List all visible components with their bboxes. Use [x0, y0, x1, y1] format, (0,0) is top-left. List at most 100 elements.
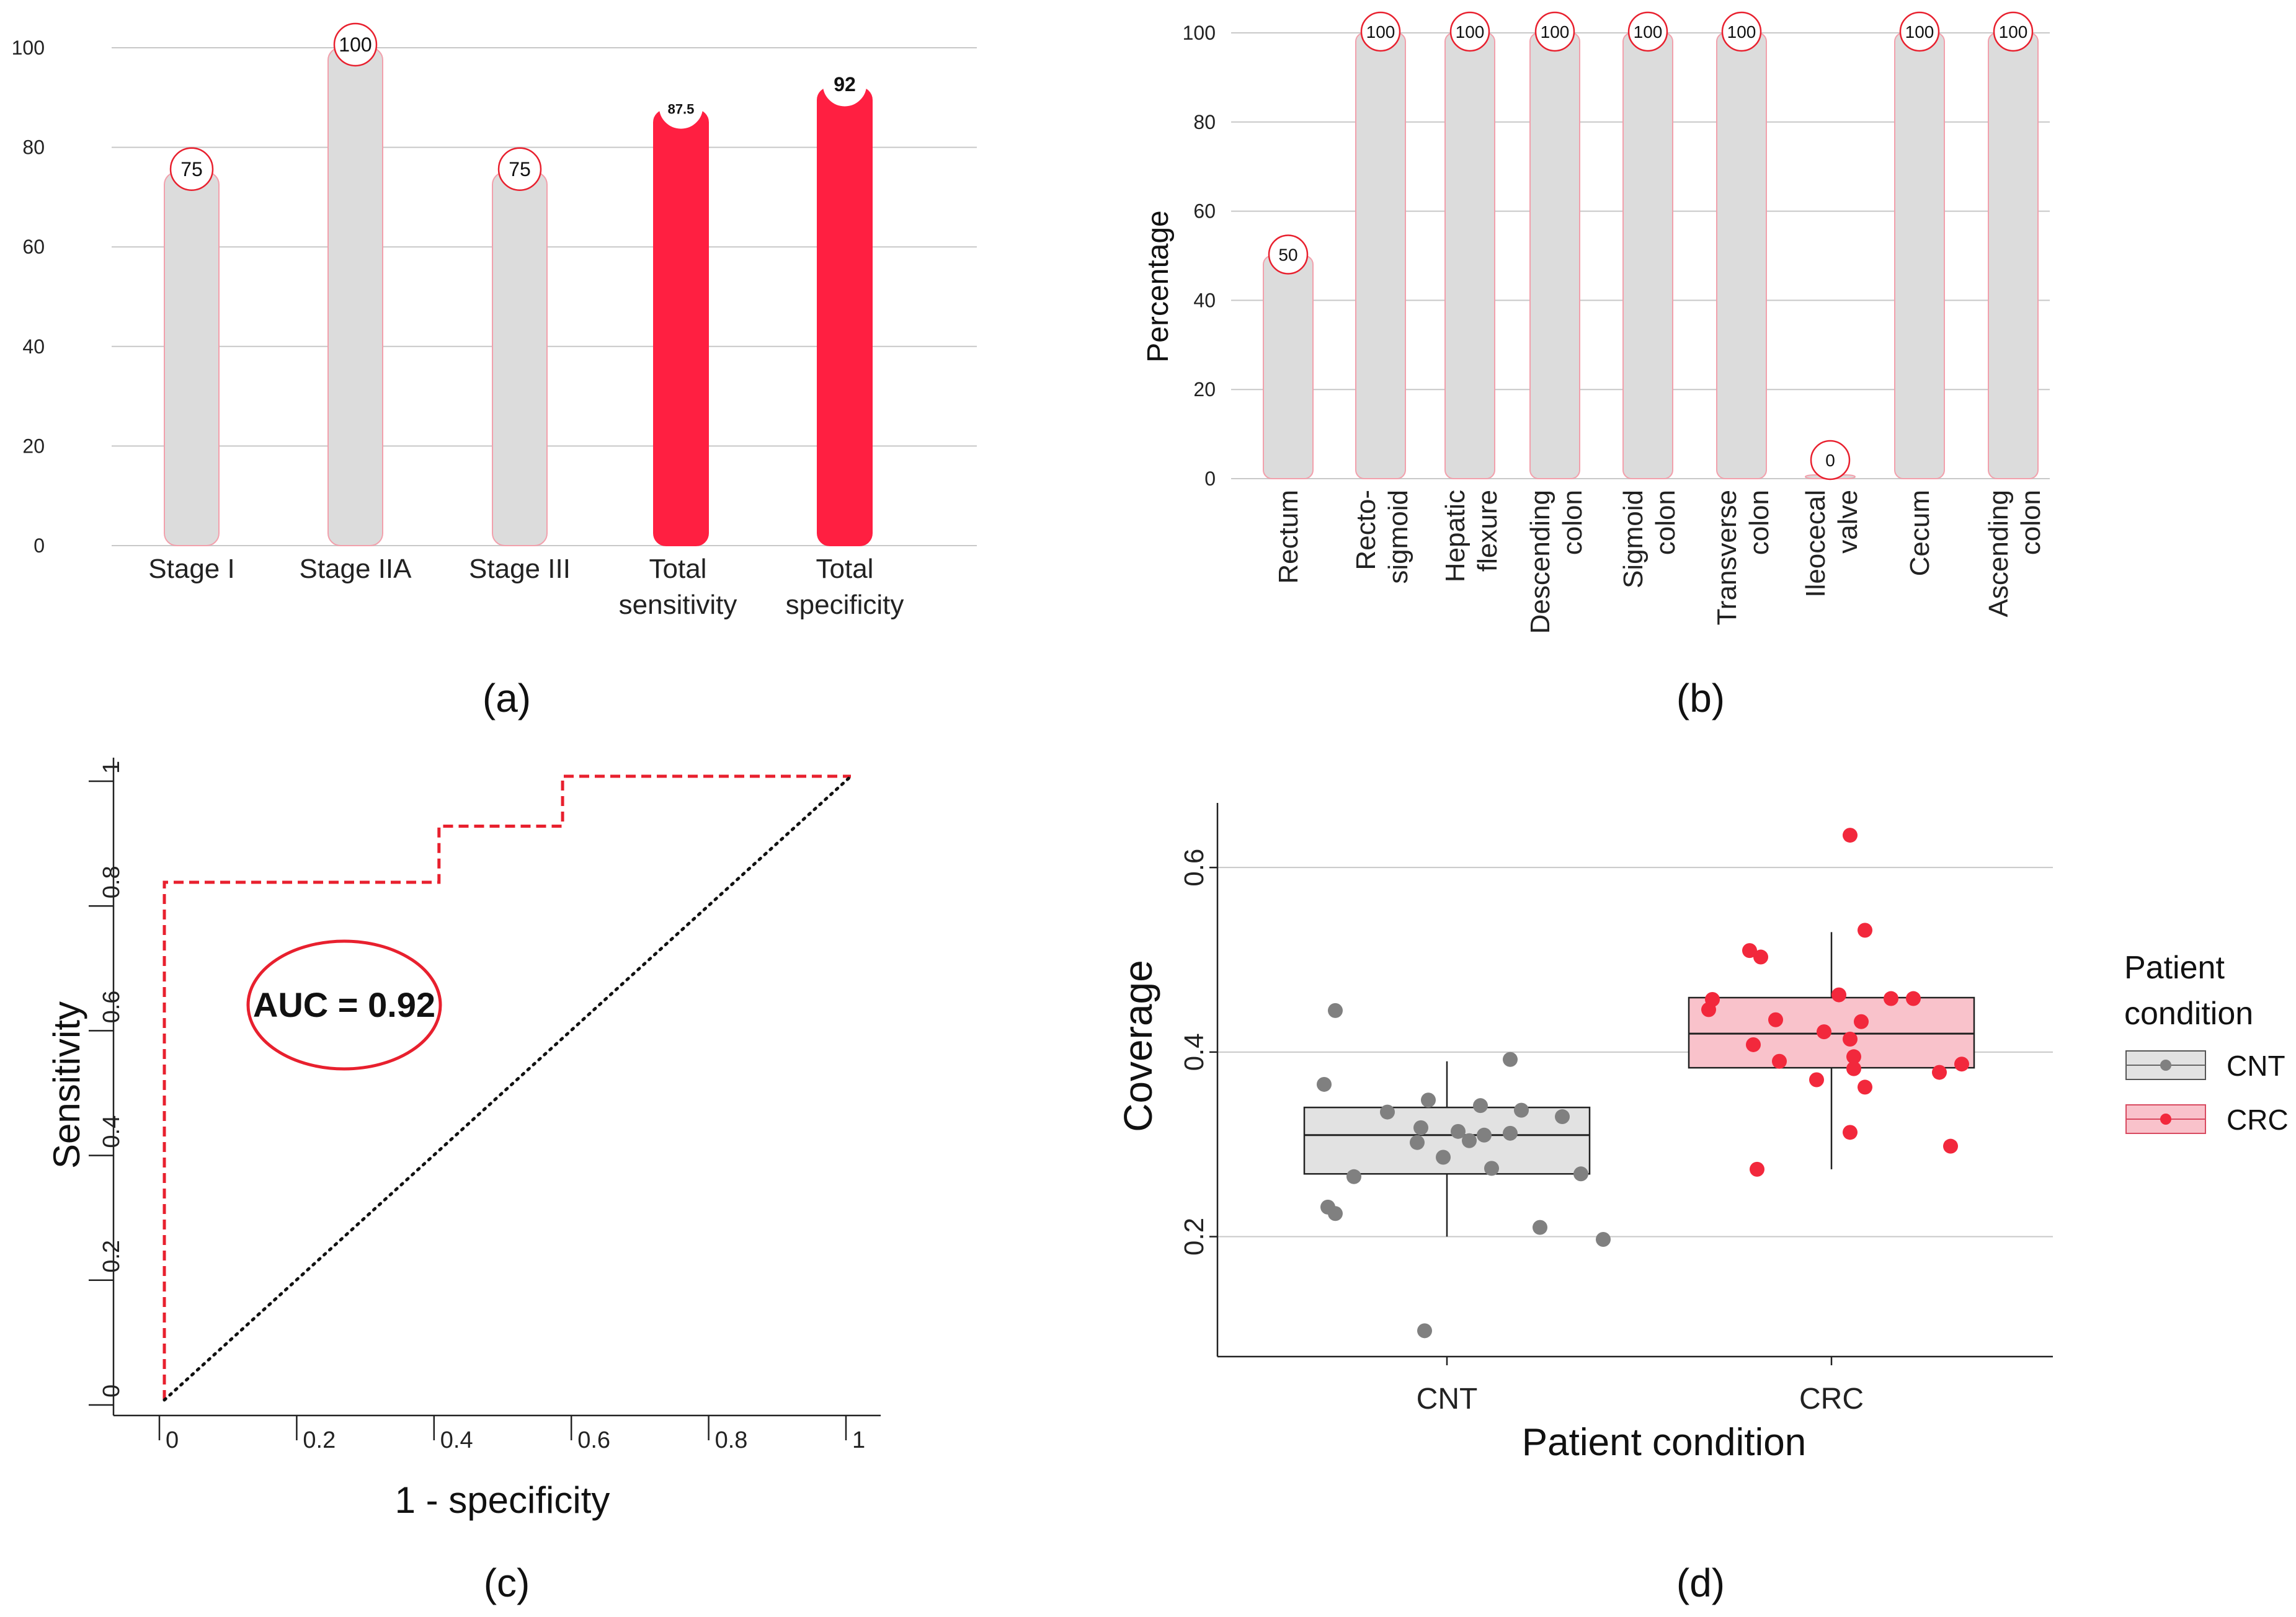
- cnt-point: [1555, 1109, 1570, 1125]
- panel-b-category-label: Ascending: [1983, 490, 2014, 617]
- cnt-point: [1477, 1127, 1492, 1143]
- cnt-point: [1573, 1166, 1588, 1182]
- panel-b-value-badge: [1810, 440, 1851, 481]
- panel-b-bar: [1444, 32, 1495, 479]
- panel-c-x-tick-label: 0.8: [715, 1427, 748, 1453]
- panel-a-bar: [327, 47, 383, 546]
- roc-curve: [162, 774, 851, 1400]
- panel-b-category-label: Hepatic: [1440, 490, 1471, 582]
- panel-d-y-axis-title: Coverage: [1116, 960, 1160, 1132]
- panel-c-ticks: 0 0.2 0.4 0.6 0.8 1 0 0.2 0.4 0.6 0.8 1: [89, 761, 865, 1453]
- panel-b-category-label: Transverse: [1712, 490, 1742, 625]
- panel-c-x-tick-label: 0: [166, 1427, 179, 1453]
- panel-d-x-tick-label: CRC: [1799, 1383, 1864, 1415]
- cnt-point: [1514, 1102, 1529, 1118]
- panel-d-legend: Patient condition CNT CRC: [2124, 950, 2289, 1136]
- panel-b-y-tick-label: 60: [1193, 200, 1216, 223]
- cnt-point: [1596, 1231, 1611, 1247]
- panel-d-y-tick-label: 0.2: [1179, 1218, 1209, 1256]
- panel-b-value-label: 100: [1541, 22, 1570, 42]
- panel-b-value-label: 100: [1456, 22, 1485, 42]
- panel-b-value-badge: [1534, 11, 1575, 52]
- panel-b-label: (b): [1676, 676, 1725, 720]
- panel-b-bar: [1894, 32, 1945, 479]
- panel-b-value-badge: [1721, 11, 1762, 52]
- panel-a-value-label: 87.5: [668, 101, 695, 117]
- crc-point: [1884, 991, 1898, 1006]
- panel-c-y-tick-label: 0.6: [99, 991, 125, 1024]
- panel-b-value-badge: [1268, 234, 1309, 275]
- panel-b-value-label: 100: [1366, 22, 1395, 42]
- crc-point: [1858, 923, 1872, 938]
- panel-c-y-tick-label: 0.8: [99, 866, 125, 898]
- panel-d-x-axis-title: Patient condition: [1522, 1421, 1806, 1464]
- panel-a-value-badge: [497, 147, 542, 191]
- panel-c-x-axis-title: 1 - specificity: [395, 1479, 610, 1521]
- panel-b-value-label: 50: [1278, 246, 1297, 265]
- cnt-point: [1346, 1169, 1361, 1184]
- panel-b-bar: [1529, 32, 1580, 479]
- panel-b-value-label: 100: [1634, 22, 1663, 42]
- crc-point: [1858, 1079, 1872, 1095]
- crc-point: [1854, 1014, 1869, 1029]
- panel-a-bar: [817, 87, 873, 547]
- panel-a-label: (a): [483, 676, 531, 720]
- crc-point: [1809, 1072, 1824, 1088]
- cnt-point: [1380, 1104, 1395, 1120]
- panel-c-series: [162, 774, 853, 1402]
- panel-a-value-badge: [333, 22, 378, 67]
- panel-b-category-label: flexure: [1472, 490, 1503, 572]
- cnt-point: [1503, 1052, 1518, 1067]
- panel-b-bar-chart: 0 20 40 60 80 100 50 100 100 100 100 100 0 100 100 Re…: [1142, 11, 2050, 634]
- panel-c-y-tick-label: 0: [99, 1384, 125, 1398]
- panel-b-y-axis-title: Percentage: [1142, 210, 1175, 363]
- panel-b-category-labels: Rectum Recto-sigmoid Hepatic flexure Descend…: [1273, 490, 2046, 634]
- panel-b-y-tick-label: 40: [1193, 289, 1216, 311]
- crc-point: [1746, 1037, 1761, 1052]
- panel-d-y-tick-label: 0.4: [1179, 1033, 1209, 1071]
- panel-b-value-label: 100: [1905, 22, 1934, 42]
- panel-c-y-tick-label: 1: [99, 761, 125, 774]
- panel-b-value-label: 100: [1999, 22, 2028, 42]
- cnt-point: [1328, 1206, 1343, 1221]
- panel-d-box: [1303, 1106, 1591, 1175]
- cnt-point: [1421, 1092, 1436, 1108]
- panel-b-value-badge: [1627, 11, 1668, 52]
- panel-b-category-label: Rectum: [1273, 490, 1304, 584]
- panel-b-bar: [1263, 255, 1314, 479]
- panel-b-category-label: Descending: [1525, 490, 1555, 634]
- panel-b-category-label: colon: [1744, 490, 1774, 555]
- panel-a-y-tick-label: 20: [22, 435, 45, 457]
- legend-crc-label: CRC: [2227, 1104, 2289, 1136]
- crc-point: [1753, 949, 1768, 965]
- legend-title-line-1: Patient: [2124, 950, 2225, 986]
- crc-point: [1943, 1138, 1958, 1154]
- panel-b-value-badge: [1360, 11, 1401, 52]
- panel-b-bar: [1988, 32, 2039, 479]
- crc-point: [1768, 1012, 1783, 1027]
- panel-b-category-label: Ileocecal: [1800, 490, 1831, 598]
- panel-a-y-tick-label: 60: [22, 236, 45, 258]
- panel-b-value-label: 0: [1825, 451, 1835, 470]
- panel-c-y-tick-label: 0.4: [99, 1115, 125, 1148]
- panel-a-value-badge: [822, 62, 867, 107]
- panel-b-category-label: Sigmoid: [1618, 490, 1649, 588]
- panel-c-x-tick-label: 0.2: [303, 1427, 336, 1453]
- panel-b-category-label: Recto-: [1351, 490, 1381, 570]
- panel-d-label: (d): [1676, 1561, 1725, 1605]
- reference-diagonal: [162, 774, 853, 1402]
- panel-a-value-label: 75: [509, 158, 531, 180]
- panel-c-roc-chart: 0 0.2 0.4 0.6 0.8 100.20.40.60.81 AUC = 0.92 …: [46, 758, 881, 1521]
- crc-point: [1843, 828, 1858, 843]
- crc-point: [1750, 1161, 1764, 1177]
- panel-b-bar: [1622, 32, 1673, 479]
- panel-a-value-label: 92: [834, 73, 856, 95]
- panel-a-value-badge: [659, 85, 703, 129]
- panel-b-category-label: valve: [1833, 490, 1863, 554]
- panel-b-bars: 50 100 100 100 100 100 0 100 100: [1263, 11, 2039, 481]
- panel-a-y-tick-label: 80: [22, 136, 45, 159]
- panel-a-category-label: Total: [816, 554, 874, 584]
- panel-b-y-tick-label: 80: [1193, 111, 1216, 133]
